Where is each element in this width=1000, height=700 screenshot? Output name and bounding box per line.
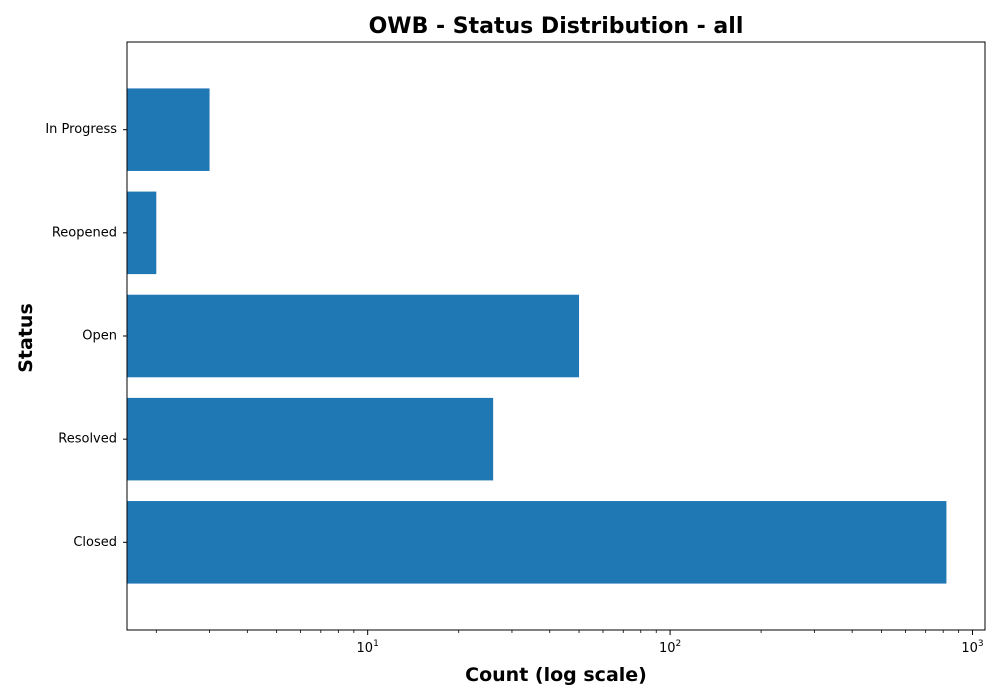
- bar-closed: [127, 501, 947, 584]
- y-axis-ticks: Closed Resolved Open Reopened In Progress: [45, 122, 127, 550]
- bar-in-progress: [127, 88, 210, 171]
- y-tick-label-reopened: Reopened: [52, 225, 117, 240]
- y-tick-label-resolved: Resolved: [58, 432, 117, 447]
- y-tick-label-closed: Closed: [73, 535, 117, 550]
- x-axis-ticks: 101 102 103: [155, 630, 984, 656]
- bars-group: [127, 88, 947, 584]
- y-tick-label-in-progress: In Progress: [45, 122, 117, 137]
- y-axis-label: Status: [15, 303, 37, 373]
- bar-resolved: [127, 397, 494, 481]
- bar-open: [127, 294, 580, 378]
- bar-reopened: [127, 191, 157, 275]
- x-axis-label: Count (log scale): [465, 664, 647, 686]
- plot-frame: [126, 41, 986, 631]
- y-tick-label-open: Open: [82, 329, 117, 344]
- x-tick-label: 102: [659, 639, 681, 656]
- chart-title: OWB - Status Distribution - all: [369, 14, 744, 39]
- x-tick-label: 103: [961, 639, 983, 656]
- x-tick-label: 101: [357, 639, 379, 656]
